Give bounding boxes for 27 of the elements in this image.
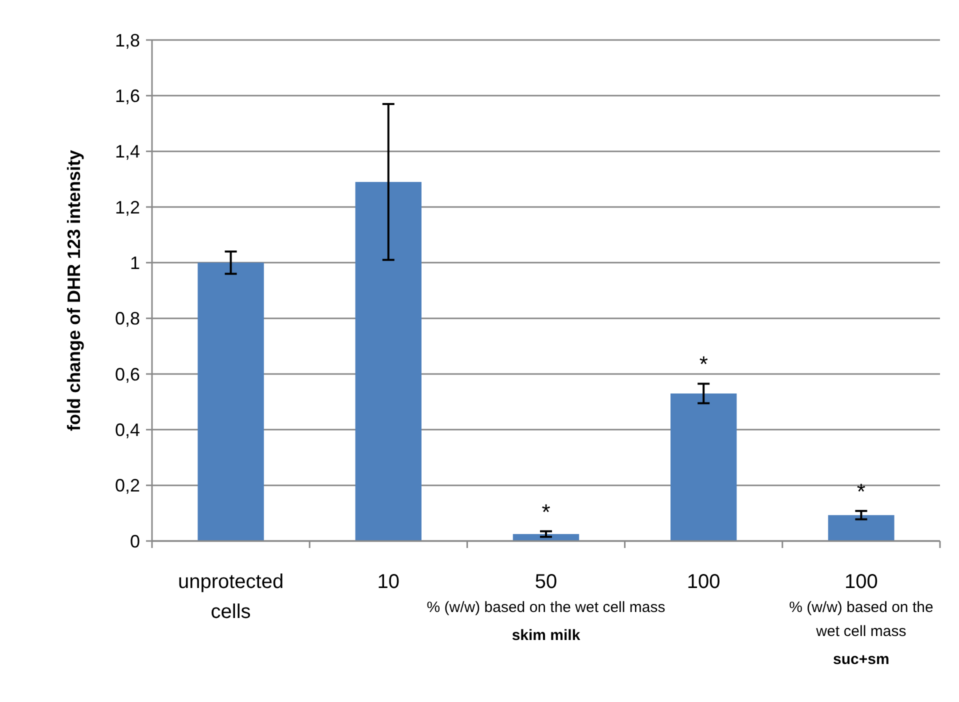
y-tick-label: 1,4 — [114, 142, 140, 162]
bar — [198, 262, 264, 541]
x-tick-label: 10 — [377, 571, 400, 593]
y-tick-label: 0,8 — [114, 308, 140, 329]
text: skim milk — [512, 627, 581, 644]
text: suc+sm — [833, 651, 890, 668]
annotation: * — [699, 352, 708, 377]
y-tick-label: 0,4 — [114, 420, 140, 440]
annotation: * — [856, 478, 866, 504]
x-tick-label: unprotected cells — [178, 571, 284, 623]
y-tick-label: 1,8 — [114, 30, 140, 50]
annotation: * — [542, 499, 551, 524]
y-tick-label: 0,6 — [114, 364, 140, 384]
x-tick-label: 100 — [686, 571, 720, 593]
y-tick-label: 0,2 — [114, 476, 140, 496]
y-axis-title: fold change of DHR 123 intensity — [64, 150, 84, 432]
y-tick-label: 1,6 — [114, 86, 140, 106]
bar — [512, 534, 580, 541]
bar — [828, 515, 894, 541]
bar — [670, 393, 737, 541]
bar — [355, 182, 422, 541]
y-tick-label: 1 — [130, 252, 140, 273]
text: % (w/w) based on the wet cell mass — [426, 599, 666, 616]
y-tick-label: 1,2 — [114, 197, 140, 218]
x-tick-label: 100 — [844, 571, 878, 593]
y-tick-label: 0 — [130, 531, 140, 552]
x-tick-label: 50 — [534, 571, 558, 593]
